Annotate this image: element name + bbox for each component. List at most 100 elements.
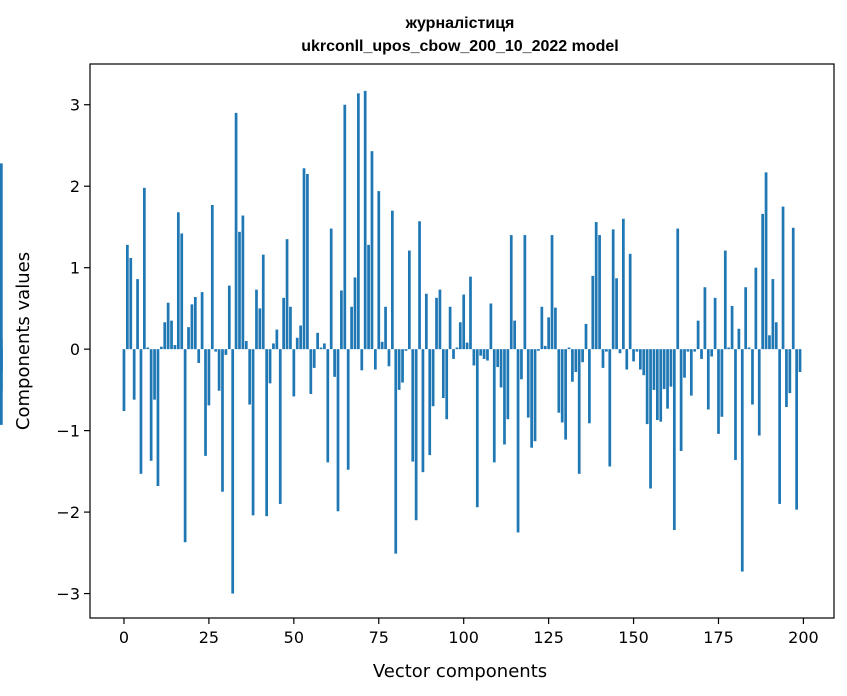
bar-86	[414, 349, 418, 521]
bar-127	[554, 307, 557, 350]
bar-37	[248, 349, 252, 405]
bar-135	[581, 349, 584, 363]
bar-137	[588, 349, 591, 424]
bar-107	[486, 349, 489, 361]
bar-131	[567, 347, 571, 350]
chart-title: журналістиця	[405, 15, 515, 32]
bar-188	[761, 213, 765, 350]
bar-93	[438, 289, 442, 350]
bar-48	[285, 239, 289, 350]
bar-20	[190, 304, 194, 350]
bar-139	[594, 222, 598, 350]
bar-67	[350, 306, 353, 350]
bar-69	[357, 93, 360, 350]
bar-42	[265, 349, 269, 517]
bar-58	[319, 347, 323, 350]
x-tick-label: 25	[199, 628, 219, 647]
bar-89	[424, 293, 428, 350]
bar-78	[387, 349, 391, 367]
bar-61	[329, 228, 333, 350]
bar-117	[520, 349, 523, 380]
bar-75	[377, 191, 381, 350]
bar-193	[778, 349, 781, 504]
bar-150	[632, 349, 635, 362]
bar-90	[428, 349, 432, 456]
bar-169	[696, 320, 700, 350]
bar-3	[132, 349, 136, 400]
bar-177	[723, 250, 727, 350]
bar-9	[153, 349, 156, 400]
bar-21	[193, 297, 197, 350]
bar-60	[326, 349, 330, 463]
bar-180	[734, 349, 737, 460]
bar-186	[754, 267, 758, 350]
bars-group	[0, 90, 802, 594]
bar-182	[740, 349, 744, 572]
bar-171	[703, 287, 707, 350]
bar-187	[757, 349, 761, 436]
bar-120	[530, 349, 533, 448]
bar-136	[584, 323, 588, 350]
bar-163	[676, 228, 680, 350]
x-tick-label: 75	[369, 628, 389, 647]
bar-46	[278, 349, 282, 504]
bar-72	[367, 244, 370, 350]
bar-106	[482, 349, 486, 359]
bar-63	[336, 349, 340, 512]
bar-154	[645, 349, 649, 425]
bar-174	[713, 297, 717, 350]
bar-123	[540, 306, 544, 350]
bar-88	[421, 349, 425, 473]
x-tick-label: 100	[448, 628, 479, 647]
bar-6	[143, 187, 146, 350]
bar-70	[360, 349, 364, 371]
bar-16	[176, 212, 180, 350]
bar-198	[795, 349, 798, 510]
bar-13	[166, 302, 170, 350]
bar-undefined	[0, 338, 3, 350]
bar-39	[255, 289, 258, 350]
bar-144	[611, 229, 615, 350]
bar-31	[227, 285, 231, 350]
bar-124	[543, 345, 547, 350]
bar-140	[598, 235, 601, 350]
bar-1	[126, 244, 129, 350]
bar-19	[187, 327, 190, 350]
bar-148	[625, 349, 629, 370]
bar-74	[374, 349, 377, 370]
bar-179	[730, 305, 734, 350]
bar-130	[564, 349, 567, 440]
y-tick-label: −2	[56, 503, 80, 522]
bar-81	[397, 349, 401, 390]
bar-34	[238, 231, 241, 350]
bar-25	[207, 349, 211, 406]
bar-77	[384, 306, 387, 350]
bar-41	[261, 254, 265, 350]
bar-97	[452, 349, 455, 359]
bar-33	[234, 112, 238, 350]
bar-183	[744, 287, 748, 350]
bar-170	[700, 349, 703, 359]
y-tick-label: −1	[56, 422, 80, 441]
bar-133	[574, 349, 578, 372]
y-axis-ticks: −3 −2 −1 0 1 2 3	[56, 96, 90, 604]
bar-153	[642, 349, 646, 376]
bar-166	[686, 349, 690, 352]
bar-115	[513, 320, 517, 350]
bar-134	[577, 349, 581, 474]
bar-44	[272, 343, 275, 350]
x-axis-ticks: 0 25 50 75 100 125 150 175 200	[119, 618, 819, 647]
bar-116	[516, 349, 520, 533]
bar-83	[404, 349, 408, 351]
bar-125	[547, 317, 550, 350]
bar-103	[472, 349, 476, 366]
bar-151	[635, 349, 639, 352]
bar-101	[465, 342, 469, 350]
bar-104	[475, 349, 479, 508]
bar-59	[323, 343, 326, 350]
bar-94	[441, 349, 445, 399]
bar-49	[289, 306, 292, 350]
bar-157	[655, 349, 659, 421]
bar-28	[217, 349, 221, 391]
